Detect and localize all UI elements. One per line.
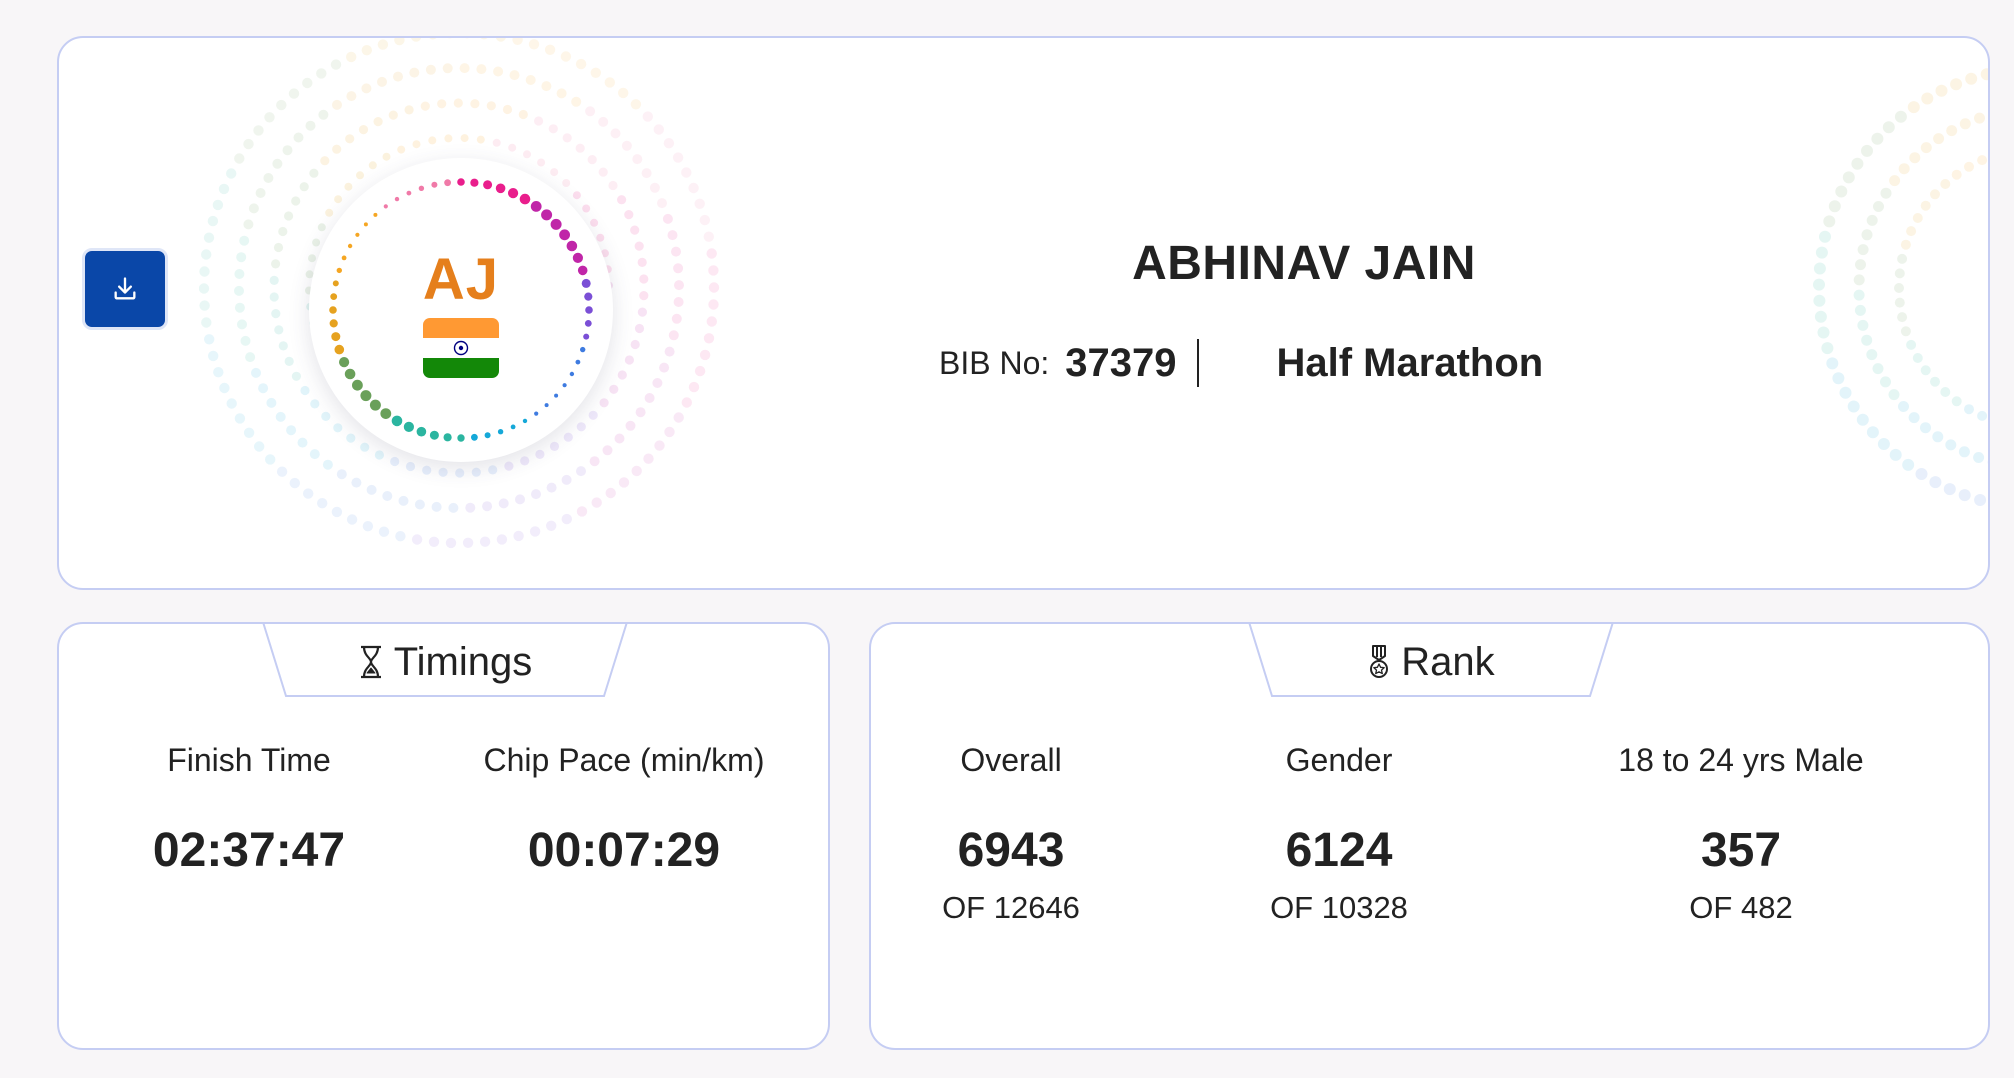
dotted-halo-decoration	[199, 38, 720, 549]
avatar-dot-ring	[329, 178, 593, 442]
bib-row: BIB No: 37379 Half Marathon	[939, 338, 1543, 388]
divider	[1196, 339, 1199, 387]
download-certificate-button[interactable]	[82, 248, 168, 330]
stat-label: Gender	[1285, 742, 1393, 778]
hourglass-icon	[360, 645, 381, 679]
download-icon	[114, 277, 136, 300]
medal-icon	[1370, 645, 1389, 678]
chip-pace-stat: Chip Pace (min/km) 00:07:29	[454, 742, 794, 878]
stat-label: Overall	[960, 742, 1062, 778]
rank-title-label: Rank	[1401, 639, 1495, 684]
stat-total: OF 10328	[1270, 890, 1408, 925]
bib-label: BIB No:	[939, 344, 1050, 381]
bib-number: 37379	[1065, 340, 1177, 385]
timings-card: Timings Finish Time 02:37:47 Chip Pace (…	[57, 622, 830, 1050]
dotted-halo-decoration-right	[1813, 68, 1988, 506]
stat-label: Finish Time	[167, 742, 331, 778]
race-category: Half Marathon	[1276, 340, 1544, 385]
stat-label: Chip Pace (min/km)	[483, 742, 765, 778]
india-flag-icon	[423, 318, 499, 378]
athlete-profile-card: AJ ABHINAV JAIN BIB No: 37379 Half Marat…	[57, 36, 1990, 590]
stat-value: 357	[1700, 824, 1782, 877]
timings-title-label: Timings	[393, 639, 533, 684]
stat-value: 02:37:47	[152, 824, 346, 877]
stat-label: 18 to 24 yrs Male	[1618, 742, 1864, 778]
athlete-initials: AJ	[422, 247, 500, 312]
stat-total: OF 482	[1689, 890, 1793, 925]
timings-tab-shape	[262, 624, 628, 697]
stat-total: OF 12646	[942, 890, 1080, 925]
rank-card: Rank Overall 6943 OF 12646 Gender 6124 O…	[869, 622, 1990, 1050]
overall-rank-stat: Overall 6943 OF 12646	[901, 742, 1121, 926]
stat-value: 6124	[1285, 824, 1393, 877]
timings-title: Timings	[262, 637, 628, 687]
avatar: AJ	[309, 158, 613, 462]
stat-value: 6943	[957, 824, 1065, 877]
athlete-name: ABHINAV JAIN	[1132, 237, 1476, 290]
gender-rank-stat: Gender 6124 OF 10328	[1229, 742, 1449, 926]
stat-value: 00:07:29	[527, 824, 721, 877]
rank-tab-shape	[1248, 624, 1614, 697]
rank-title: Rank	[1248, 637, 1614, 687]
finish-time-stat: Finish Time 02:37:47	[99, 742, 399, 878]
age-category-rank-stat: 18 to 24 yrs Male 357 OF 482	[1571, 742, 1911, 926]
